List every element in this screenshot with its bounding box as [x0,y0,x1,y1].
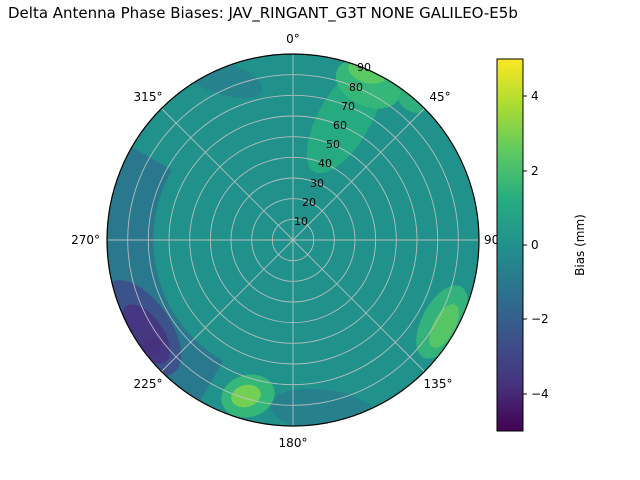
angular-label-270: 270° [71,233,100,247]
grid-spoke-135 [292,239,425,372]
angular-tick-labels: 0° 45° 90 135° 180° 225° 270° 315° [71,32,499,450]
angular-label-225: 225° [134,377,163,391]
grid-spoke-45 [292,108,425,241]
colorbar-label--4: −4 [531,387,549,401]
grid-spoke-225 [161,239,294,372]
colorbar-label-4: 4 [531,89,539,103]
radial-label-20: 20 [302,196,316,209]
angular-label-315: 315° [134,90,163,104]
radial-label-60: 60 [333,119,347,132]
radial-label-70: 70 [341,100,355,113]
radial-tick-labels: 10 20 30 40 50 60 70 80 90 [294,61,371,228]
colorbar-axis-label: Bias (mm) [573,214,587,276]
angular-label-180: 180° [279,436,308,450]
polar-outline [106,53,480,427]
contour-region-southeast-positive-peak [429,304,459,348]
angular-label-45: 45° [429,90,450,104]
radial-label-30: 30 [310,177,324,190]
radial-label-40: 40 [318,157,332,170]
radial-label-10: 10 [294,215,308,228]
plot-title: Delta Antenna Phase Biases: JAV_RINGANT_… [8,4,518,22]
radial-label-50: 50 [326,138,340,151]
radial-label-90: 90 [357,61,371,74]
angular-label-135: 135° [424,377,453,391]
colorbar-ticks [523,95,527,395]
colorbar-label-2: 2 [531,164,539,178]
colorbar-label--2: −2 [531,312,549,326]
colorbar-tick-labels: 4 2 0 −2 −4 [531,89,549,401]
polar-grid [107,54,479,426]
grid-spoke-315 [161,108,294,241]
colorbar: 4 2 0 −2 −4 Bias (mm) [496,58,587,432]
radial-label-80: 80 [349,81,363,94]
colorbar-gradient [496,58,524,432]
contour-region-wsw-negative-core [143,337,161,355]
contour-region-southwest-positive-peak [231,384,261,408]
angular-label-0: 0° [286,32,300,46]
colorbar-label-0: 0 [531,238,539,252]
angular-label-90: 90 [484,233,499,247]
